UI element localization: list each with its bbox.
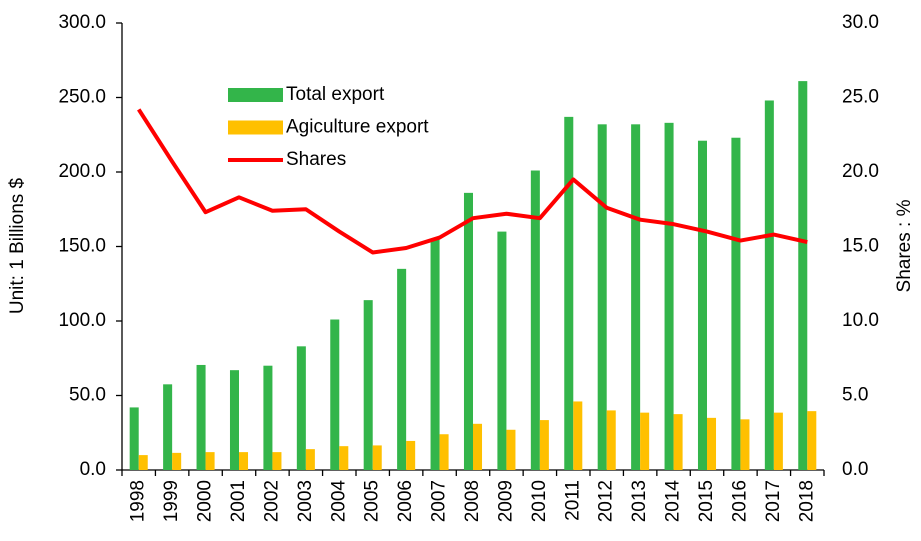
bar [564,116,574,471]
bar [530,170,540,470]
bar [731,137,741,471]
y-tick-label: 0.0 [80,459,106,480]
y-axis-title: Unit: 1 Billions $ [7,177,28,314]
bar [740,419,750,470]
x-tick-label: 2003 [295,480,316,522]
x-tick-label: 2000 [195,480,216,522]
bar [172,452,182,470]
bar [263,365,273,470]
x-tick-label: 2002 [261,480,282,522]
bar [798,81,808,471]
bar [372,445,382,470]
y-tick-label: 300.0 [58,12,106,33]
y-tick-label: 50.0 [69,385,106,406]
x-tick-label: 2018 [796,480,817,522]
bar [430,239,440,470]
bar [606,410,616,470]
bar [305,449,315,470]
bar [463,192,473,471]
legend-swatch [228,120,283,135]
x-tick-label: 2001 [228,480,249,522]
x-tick-label: 2015 [696,480,717,522]
legend-label: Shares [286,149,346,170]
y-tick-label: 150.0 [58,236,106,257]
bar [597,124,607,470]
y2-tick-label: 30.0 [842,12,879,33]
bar [439,434,449,470]
x-tick-label: 2013 [629,480,650,522]
y2-axis-title: Shares : % [894,199,915,292]
bar [573,401,583,470]
y2-tick-label: 15.0 [842,236,879,257]
bar [397,268,407,470]
bar [539,420,549,470]
bar [229,370,239,470]
x-tick-label: 2010 [529,480,550,522]
bar [296,346,306,470]
bar [406,440,416,470]
x-tick-label: 2004 [328,480,349,523]
legend-label: Agiculture export [286,117,429,138]
x-tick-label: 2007 [429,480,450,522]
bar [163,384,173,470]
bar [196,364,206,470]
legend-swatch [228,88,283,102]
line [137,108,808,255]
y-tick-label: 100.0 [58,310,106,331]
x-tick-label: 1999 [161,480,182,522]
bar [339,446,349,470]
x-tick-label: 2008 [462,480,483,522]
x-tick-label: 2017 [763,480,784,522]
x-tick-label: 2006 [395,480,416,522]
bar [640,412,650,470]
bar [773,412,783,470]
bar [330,319,340,470]
bar [363,300,373,470]
x-tick-label: 2011 [562,480,583,521]
y-tick-label: 200.0 [58,161,106,182]
bar [664,122,674,470]
bar [239,452,249,470]
y2-tick-label: 0.0 [842,459,868,480]
x-tick-label: 2005 [362,480,383,522]
bar [764,100,774,470]
legend-label: Total export [286,84,385,105]
x-tick-label: 1998 [128,480,149,522]
bar [272,452,282,470]
y-tick-label: 250.0 [58,87,106,108]
x-tick-label: 2014 [663,480,684,523]
bar [129,407,139,470]
y2-tick-label: 20.0 [842,161,879,182]
y2-tick-label: 10.0 [842,310,879,331]
bar [707,417,717,470]
y2-tick-label: 5.0 [842,385,868,406]
bar [205,452,215,470]
bar [497,231,507,470]
bar [673,414,683,470]
bar [138,455,148,470]
bar [807,411,817,470]
x-tick-label: 2016 [729,480,750,522]
y2-tick-label: 25.0 [842,87,879,108]
x-tick-label: 2009 [495,480,516,522]
bar [631,124,641,470]
bar [506,429,516,470]
bar [473,423,483,470]
bar [697,140,707,470]
x-tick-label: 2012 [596,480,617,522]
